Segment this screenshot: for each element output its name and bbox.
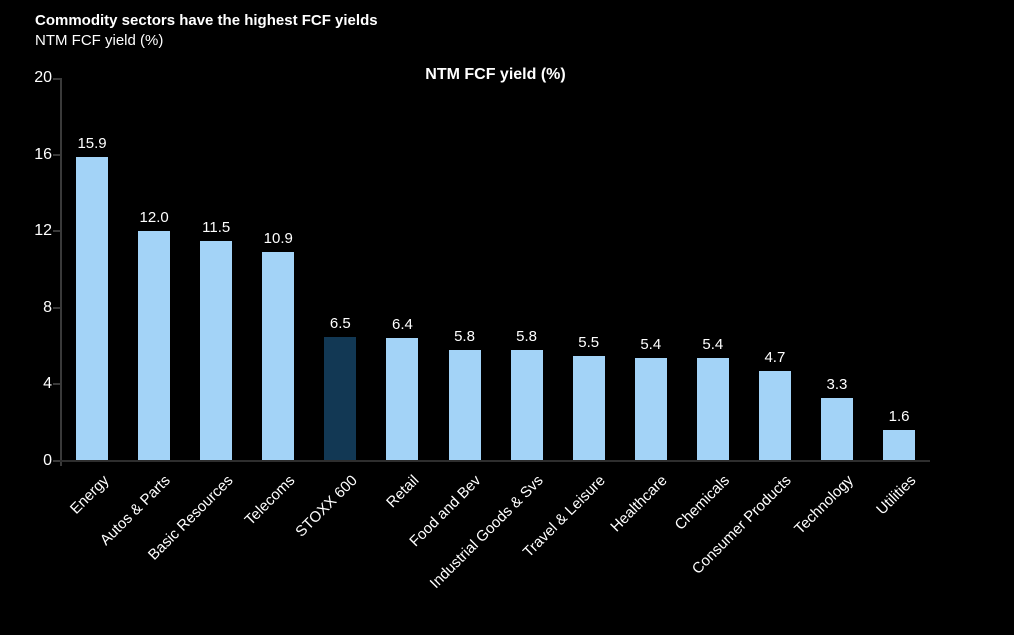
- bar: [510, 349, 543, 461]
- bar-value-label: 5.8: [516, 327, 538, 345]
- bar-slot: 10.9: [247, 78, 309, 461]
- x-axis-label: Utilities: [872, 472, 919, 519]
- bar: [572, 355, 605, 461]
- bar-value-label: 5.5: [578, 333, 600, 351]
- bar-slot: 6.5: [309, 78, 371, 461]
- plot-area: 15.9 12.0 11.5 10.9 6.5 6.4 5.8 5.8 5.5 5.4 5.4 4.7…: [61, 78, 930, 461]
- bar-value-label: 12.0: [139, 209, 169, 227]
- bar: [883, 430, 916, 461]
- bar: [386, 338, 419, 461]
- x-axis-line: [60, 460, 930, 462]
- bar-slot: 1.6: [868, 78, 930, 461]
- bar-value-label: 5.8: [454, 327, 475, 345]
- bar: [634, 357, 667, 461]
- bar-slot: 15.9: [61, 78, 123, 461]
- x-axis-label: Industrial Goods & Svs: [426, 472, 547, 592]
- bar: [820, 397, 853, 461]
- bar: [448, 349, 481, 461]
- x-axis-label: STOXX 600: [291, 472, 361, 541]
- y-axis-tick-label: 4: [43, 375, 52, 393]
- bar-slot: 4.7: [744, 78, 806, 461]
- page-title: Commodity sectors have the highest FCF y…: [35, 12, 378, 29]
- x-axis-label: Chemicals: [671, 472, 733, 534]
- x-axis-label: Retail: [383, 472, 423, 512]
- bar-highlight: [324, 336, 357, 461]
- page-subtitle: NTM FCF yield (%): [35, 32, 164, 49]
- bar-slot: 5.5: [558, 78, 620, 461]
- y-axis-tick-label: 0: [43, 452, 52, 469]
- bar-value-label: 5.4: [702, 335, 724, 353]
- bar-value-label: 15.9: [77, 134, 107, 152]
- bar: [758, 371, 791, 461]
- bar-value-label: 5.4: [640, 335, 662, 353]
- x-axis-labels: Energy Autos & Parts Basic Resources Teleco…: [61, 466, 930, 616]
- bar-value-label: 3.3: [826, 375, 848, 393]
- bar-slot: 12.0: [123, 78, 185, 461]
- bar: [76, 156, 109, 461]
- bar: [262, 252, 295, 461]
- y-axis-tick-label: 16: [34, 145, 52, 163]
- y-axis-tick-label: 12: [34, 222, 52, 240]
- y-axis-tick-mark: [53, 383, 61, 386]
- bar-value-label: 6.5: [329, 314, 351, 332]
- bar-value-label: 4.7: [764, 349, 786, 366]
- x-axis-label: Energy: [66, 472, 113, 518]
- bar: [138, 231, 171, 461]
- chart-header: Commodity sectors have the highest FCF y…: [35, 10, 378, 50]
- x-axis-label: Healthcare: [607, 472, 671, 536]
- bar-value-label: 10.9: [263, 230, 293, 248]
- bar: [200, 240, 233, 461]
- y-axis-tick-mark: [53, 153, 61, 156]
- bar: [696, 357, 729, 461]
- bar-value-label: 1.6: [888, 408, 910, 426]
- y-axis-line: [60, 78, 62, 466]
- bar-slot: 6.4: [371, 78, 433, 461]
- bar-slot: 5.4: [682, 78, 744, 461]
- bar-slot: 11.5: [185, 78, 247, 461]
- bar-value-label: 6.4: [392, 316, 413, 334]
- bar-slot: 5.8: [433, 78, 495, 461]
- y-axis-ticks: [53, 78, 61, 462]
- y-axis-tick-mark: [53, 306, 61, 309]
- bar-slot: 3.3: [806, 78, 868, 461]
- bar-slot: 5.8: [496, 78, 558, 461]
- chart-title: NTM FCF yield (%): [425, 66, 566, 83]
- y-axis-tick-mark: [53, 230, 61, 233]
- y-axis-labels: 0 4 8 12 16 20: [0, 69, 52, 469]
- x-axis-label: Telecoms: [241, 472, 299, 529]
- bar-slot: 5.4: [620, 78, 682, 461]
- y-axis-tick-label: 8: [43, 298, 52, 316]
- y-axis-tick-label: 20: [34, 69, 52, 86]
- y-axis-tick-mark: [53, 78, 61, 80]
- y-axis-tick-mark: [53, 460, 61, 462]
- bar-value-label: 11.5: [202, 218, 231, 236]
- x-axis-label: Technology: [791, 472, 857, 538]
